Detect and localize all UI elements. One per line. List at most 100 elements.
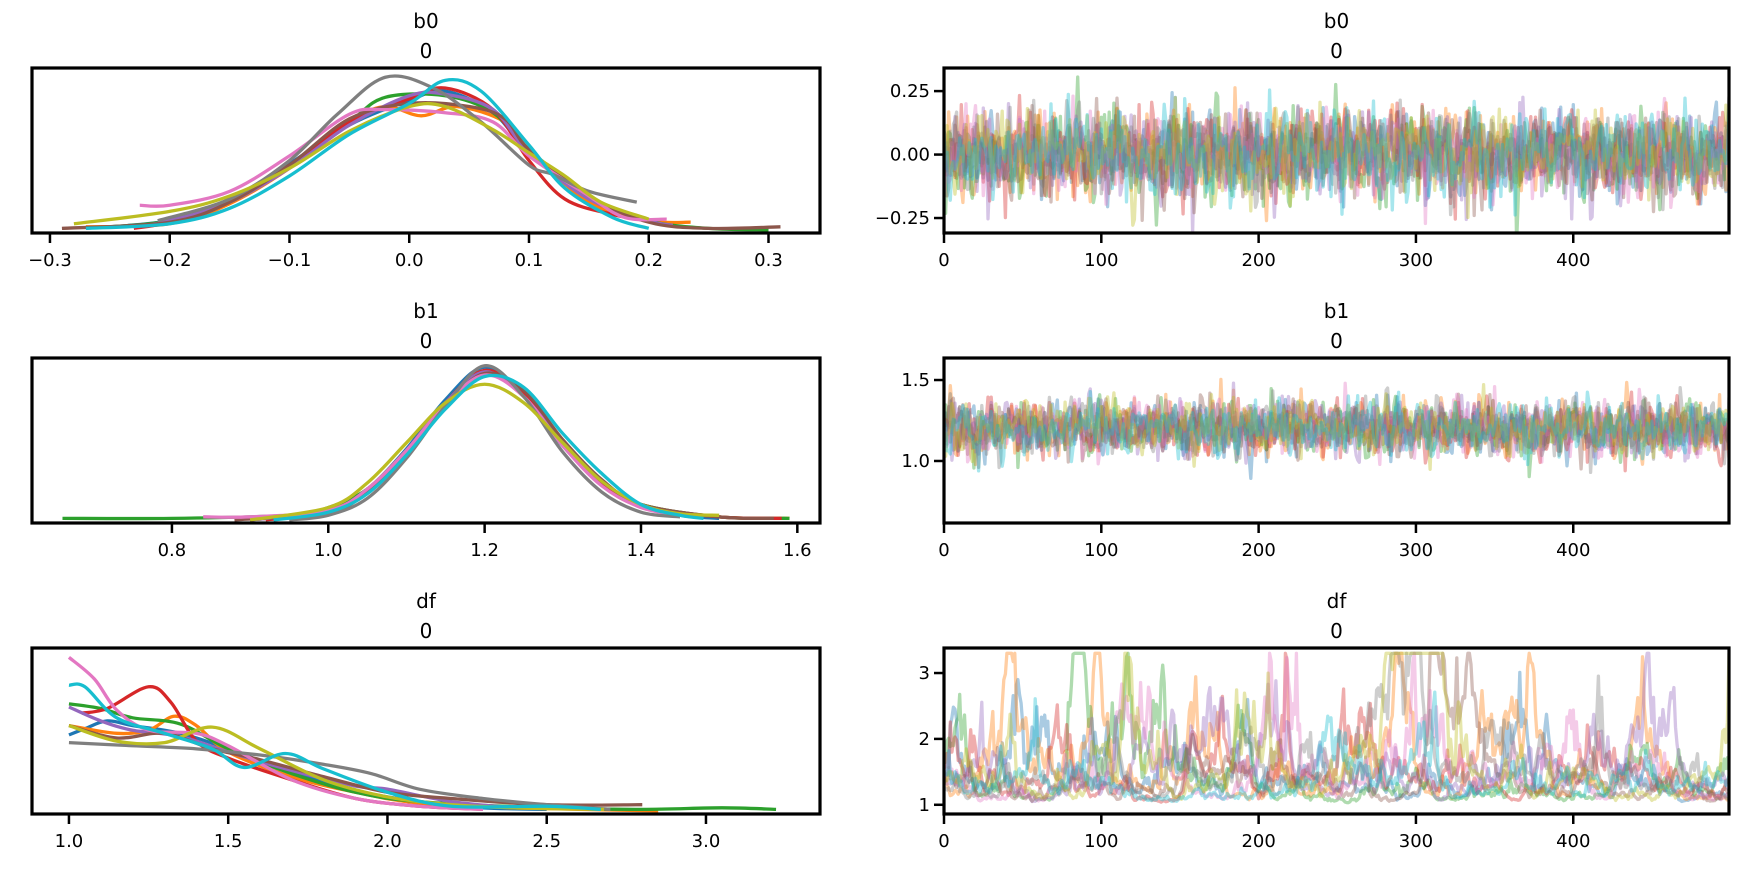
- axes-frame: [942, 66, 1731, 235]
- x-tick-label: −0.2: [148, 250, 192, 271]
- x-tick-label: 0.0: [395, 250, 424, 271]
- x-tick-label: 300: [1399, 250, 1433, 271]
- series-group: [944, 651, 1729, 805]
- trace-line-chain-3: [944, 390, 1729, 473]
- x-tick-label: 400: [1556, 831, 1590, 852]
- density-line-chain-7: [68, 740, 611, 811]
- trace-line-chain-2: [944, 75, 1729, 233]
- trace-line-chain-1: [944, 651, 1729, 802]
- x-tick-label: 300: [1399, 831, 1433, 852]
- density-line-chain-9: [85, 77, 650, 231]
- trace-line-chain-9: [944, 690, 1729, 804]
- trace-line-chain-7: [944, 96, 1729, 217]
- panel-subtitle: 0: [420, 619, 433, 643]
- panel-density-b1: b1 0 0.8 1.0 1.2 1.4 1.6: [30, 299, 822, 561]
- trace-line-chain-9: [944, 88, 1729, 217]
- trace-line-chain-0: [944, 391, 1729, 481]
- density-line-chain-4: [249, 370, 712, 522]
- trace-line-chain-6: [944, 651, 1729, 803]
- x-tick-label: 2.5: [532, 831, 561, 852]
- panel-title: b1: [1324, 299, 1349, 323]
- density-line-chain-9: [68, 682, 601, 811]
- density-line-chain-5: [61, 101, 781, 231]
- axes-frame: [30, 646, 822, 816]
- series-group: [944, 377, 1729, 481]
- y-tick-label: 3: [919, 663, 930, 684]
- axes-frame: [30, 66, 822, 235]
- trace-line-chain-4: [944, 95, 1729, 233]
- trace-line-chain-5: [944, 391, 1729, 471]
- trace-line-chain-2: [944, 651, 1729, 805]
- x-tick-label: 200: [1241, 831, 1275, 852]
- trace-line-chain-0: [944, 670, 1729, 804]
- x-tick-label: 100: [1084, 540, 1118, 561]
- density-line-chain-2: [68, 702, 777, 811]
- x-tick-label: 1.6: [783, 540, 812, 561]
- density-line-chain-5: [234, 371, 774, 522]
- series-group: [944, 75, 1729, 233]
- density-line-chain-8: [249, 382, 720, 522]
- density-line-chain-2: [62, 370, 790, 521]
- axes-frame: [30, 356, 822, 525]
- trace-line-chain-0: [944, 91, 1729, 212]
- y-tick-label: 2: [919, 729, 930, 750]
- axes-frame: [942, 646, 1731, 816]
- x-tick-label: 0.3: [754, 250, 783, 271]
- x-tick-label: 300: [1399, 540, 1433, 561]
- panel-trace-b0: b0 0 −0.25 0.00 0.25 0 100 200 300 400: [875, 9, 1731, 271]
- y-tick-label: 0.00: [890, 145, 930, 166]
- x-tick-label: 0: [938, 831, 949, 852]
- trace-line-chain-6: [944, 94, 1729, 226]
- x-tick-label: 100: [1084, 831, 1118, 852]
- trace-line-chain-8: [944, 383, 1729, 471]
- trace-line-chain-4: [944, 651, 1729, 804]
- trace-line-chain-8: [944, 96, 1729, 227]
- x-tick-label: 100: [1084, 250, 1118, 271]
- series-group: [62, 364, 790, 522]
- trace-line-chain-3: [944, 93, 1729, 221]
- x-tick-label: 1.4: [627, 540, 656, 561]
- density-line-chain-6: [67, 656, 484, 811]
- x-tick-label: −0.1: [268, 250, 312, 271]
- x-tick-label: 1.0: [314, 540, 343, 561]
- series-group: [61, 74, 781, 232]
- x-tick-label: 0: [938, 540, 949, 561]
- x-tick-label: 3.0: [692, 831, 721, 852]
- x-tick-label: 0.2: [634, 250, 663, 271]
- y-tick-label: 1.5: [901, 370, 930, 391]
- panel-title: b0: [413, 9, 438, 33]
- panel-title: b0: [1324, 9, 1349, 33]
- panel-title: df: [1327, 589, 1348, 613]
- trace-line-chain-3: [944, 651, 1729, 804]
- panel-title: b1: [413, 299, 438, 323]
- trace-line-chain-5: [944, 96, 1729, 222]
- trace-line-chain-2: [944, 387, 1729, 479]
- x-tick-label: −0.3: [28, 250, 72, 271]
- density-line-chain-0: [249, 365, 720, 522]
- x-tick-label: 200: [1241, 250, 1275, 271]
- x-tick-label: 400: [1556, 540, 1590, 561]
- trace-line-chain-1: [944, 86, 1729, 223]
- trace-line-chain-7: [944, 385, 1729, 475]
- density-line-chain-9: [273, 373, 704, 522]
- x-tick-label: 0: [938, 250, 949, 271]
- series-group: [67, 656, 777, 813]
- density-line-chain-6: [203, 373, 681, 519]
- density-line-chain-7: [289, 364, 681, 522]
- trace-line-chain-4: [944, 381, 1729, 465]
- x-tick-label: 0.8: [158, 540, 187, 561]
- panel-title: df: [416, 589, 437, 613]
- panel-subtitle: 0: [1330, 619, 1343, 643]
- x-tick-label: 0.1: [515, 250, 544, 271]
- panel-subtitle: 0: [420, 329, 433, 353]
- panel-subtitle: 0: [420, 39, 433, 63]
- x-tick-label: 2.0: [373, 831, 402, 852]
- trace-line-chain-8: [944, 651, 1729, 803]
- panel-subtitle: 0: [1330, 329, 1343, 353]
- panel-trace-b1: b1 0 1.0 1.5 0 100 200 300 400: [901, 299, 1731, 561]
- y-tick-label: 1.0: [901, 451, 930, 472]
- trace-line-chain-5: [944, 651, 1729, 803]
